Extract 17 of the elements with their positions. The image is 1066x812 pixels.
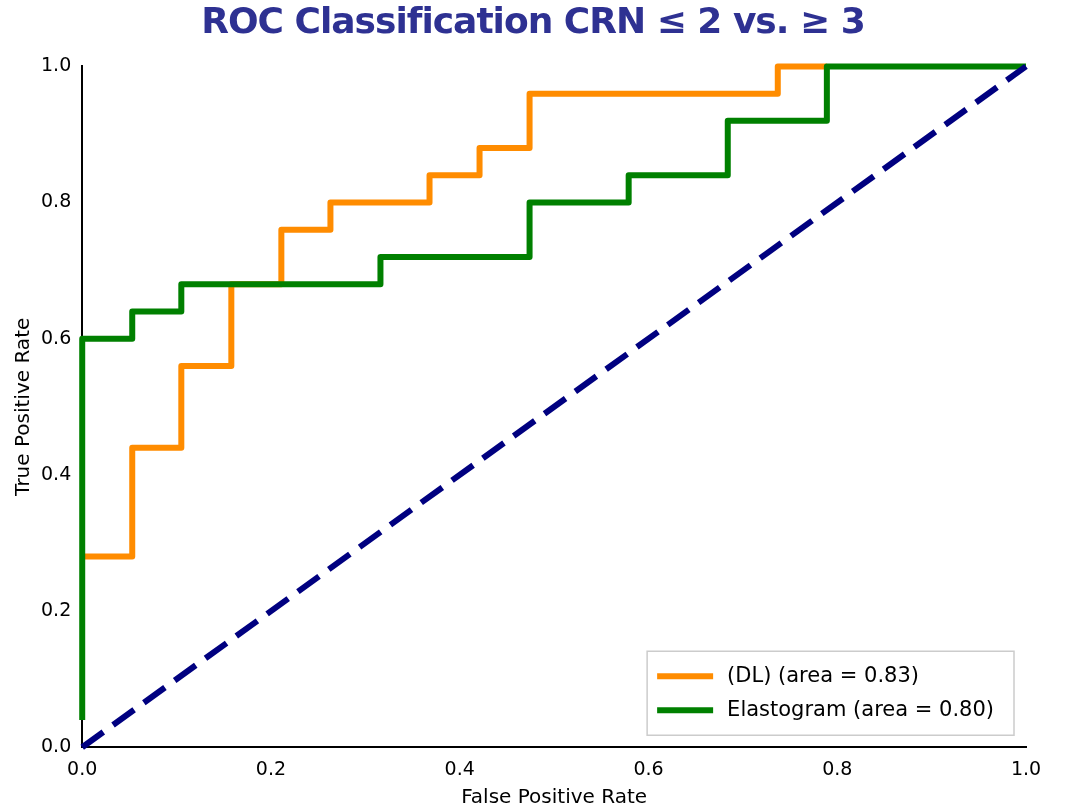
chart-title: ROC Classification CRN ≤ 2 vs. ≥ 3: [200, 0, 866, 43]
y-tick-label: 1.0: [41, 53, 72, 76]
y-axis-title: True Positive Rate: [10, 317, 35, 497]
y-tick-label: 0.0: [41, 734, 72, 757]
x-tick-label: 0.2: [255, 756, 287, 779]
legend-label: (DL) (area = 0.83): [727, 662, 919, 687]
x-tick-label: 0.4: [444, 756, 475, 779]
x-axis-title: False Positive Rate: [461, 784, 648, 809]
x-tick-label: 0.8: [822, 756, 853, 779]
y-tick-label: 0.8: [41, 189, 72, 212]
y-tick-label: 0.6: [41, 325, 72, 348]
y-tick-label: 0.4: [41, 461, 72, 484]
legend-label: Elastogram (area = 0.80): [727, 696, 995, 721]
y-tick-label: 0.2: [41, 597, 72, 620]
x-tick-label: 0.6: [633, 756, 664, 779]
x-tick-label: 0.0: [67, 756, 98, 779]
x-tick-label: 1.0: [1010, 756, 1042, 779]
